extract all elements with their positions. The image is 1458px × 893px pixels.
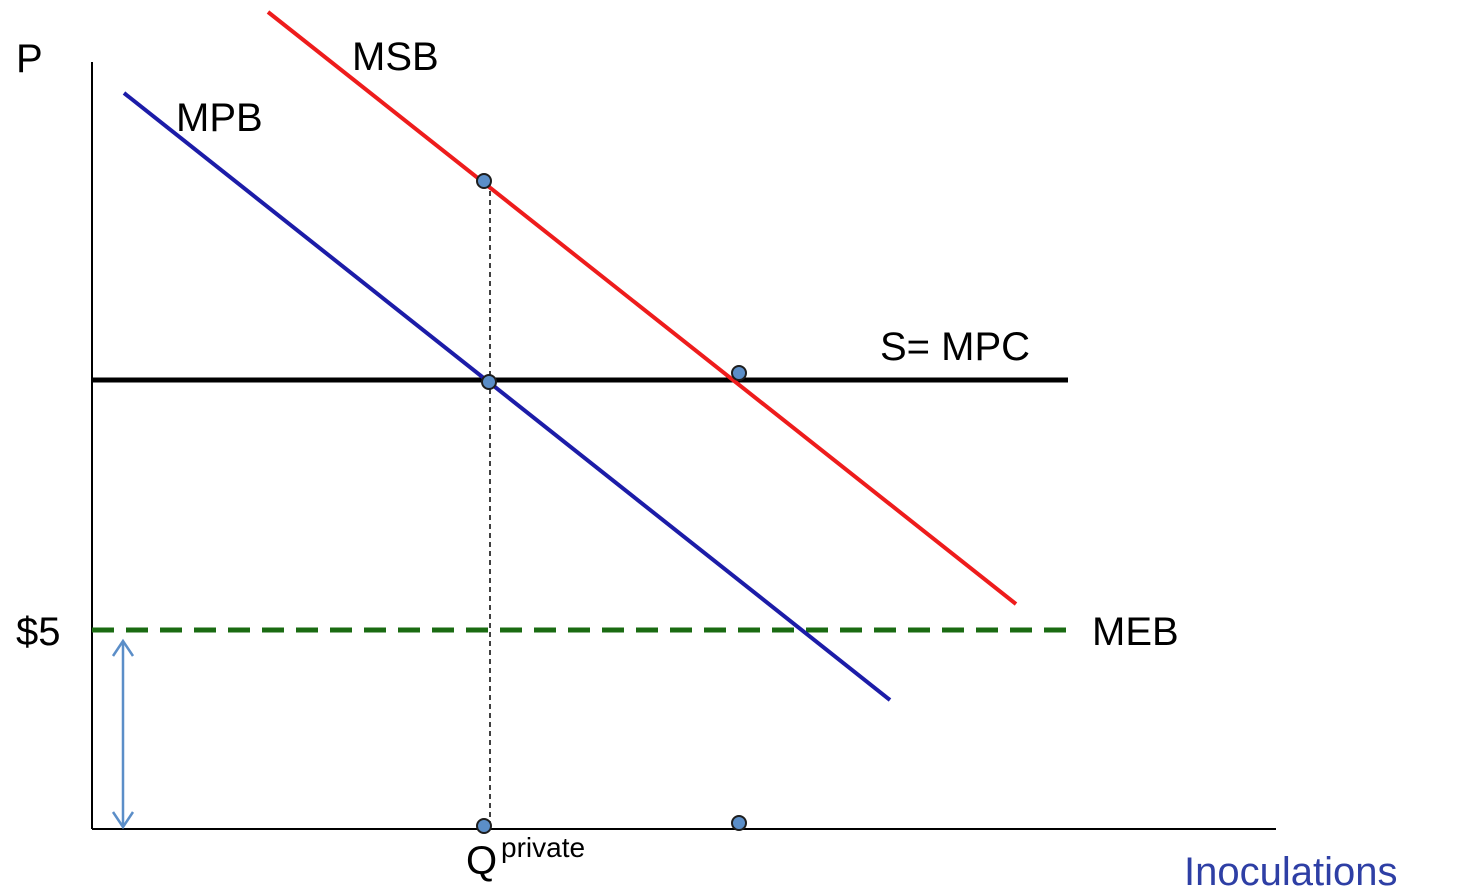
mpb-label: MPB — [176, 96, 263, 140]
msb-line — [266, 10, 1018, 606]
point-private-equilibrium — [481, 374, 497, 390]
x-axis-label: Inoculations — [1184, 850, 1397, 893]
y-axis-label: P — [16, 37, 43, 81]
subsidy-arrow — [111, 638, 135, 830]
point-social-equilibrium — [731, 365, 747, 381]
q-private-label: Q — [466, 839, 497, 883]
q-private-subscript: private — [501, 832, 585, 863]
mpb-line — [122, 91, 892, 702]
point-q-social-axis — [731, 815, 747, 831]
meb-label: MEB — [1092, 610, 1179, 654]
supply-mpc-label: S= MPC — [880, 325, 1030, 369]
price-tick-label: $5 — [16, 610, 61, 654]
msb-label: MSB — [352, 35, 439, 79]
point-msb-at-q-private — [476, 173, 492, 189]
point-q-private-axis — [476, 818, 492, 834]
